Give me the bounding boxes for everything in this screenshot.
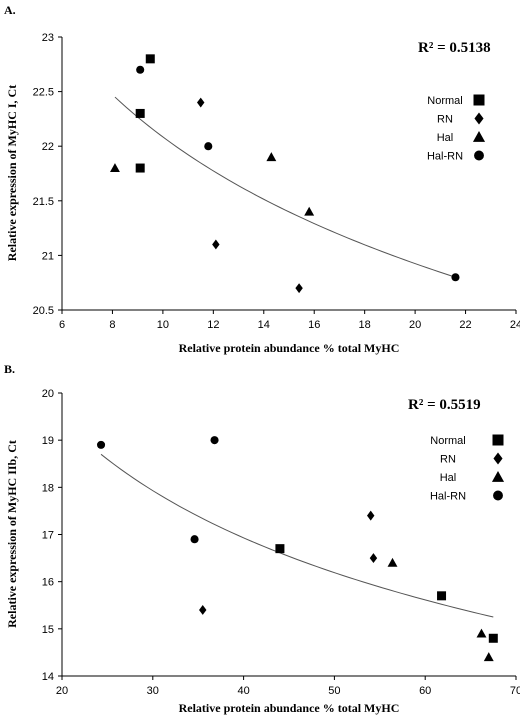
trendline xyxy=(114,96,456,278)
series-normal xyxy=(275,544,498,643)
chart-panel-a: A. 20.5 21 21.5 22 22.5 23 6 8 10 12 14 16 18 20 22 24 Re… xyxy=(4,3,520,355)
x-tick-label: 8 xyxy=(109,319,115,331)
series-hal xyxy=(387,557,494,662)
series-rn xyxy=(197,97,303,294)
legend-label: Hal xyxy=(437,132,454,144)
legend-label: RN xyxy=(437,114,453,126)
x-tick-label: 20 xyxy=(409,319,421,331)
y-tick-label: 20 xyxy=(42,388,54,400)
x-tick-label: 40 xyxy=(237,685,249,697)
x-tick-label: 60 xyxy=(419,685,431,697)
data-point-circle xyxy=(451,273,460,282)
data-point-triangle xyxy=(304,206,315,216)
legend-label: Hal-RN xyxy=(430,491,466,503)
x-tick-label: 50 xyxy=(328,685,340,697)
panel-label: A. xyxy=(4,3,16,17)
legend-label: Hal xyxy=(440,472,457,484)
x-axis-title: Relative protein abundance % total MyHC xyxy=(179,701,400,715)
series-hal-rn xyxy=(136,65,460,282)
series-rn xyxy=(199,510,378,615)
data-point-square xyxy=(275,544,285,554)
y-tick-label: 17 xyxy=(42,530,54,542)
data-point-circle xyxy=(210,436,219,445)
data-point-diamond xyxy=(295,283,303,294)
y-tick-label: 14 xyxy=(42,671,54,683)
data-point-diamond xyxy=(197,97,205,108)
legend-marker-square xyxy=(473,94,485,106)
data-point-square xyxy=(437,591,447,601)
data-point-circle xyxy=(136,65,145,74)
data-point-circle xyxy=(96,440,106,449)
data-point-square xyxy=(135,108,145,118)
y-tick-label: 19 xyxy=(42,435,54,447)
data-point-diamond xyxy=(199,605,207,615)
x-tick-label: 22 xyxy=(459,319,471,331)
x-tick-label: 16 xyxy=(308,319,320,331)
y-tick-label: 21.5 xyxy=(33,196,54,208)
y-tick-label: 22 xyxy=(42,141,54,153)
series-hal xyxy=(110,152,315,216)
series-hal-rn xyxy=(96,436,219,544)
legend-label: Normal xyxy=(427,95,462,107)
legend-label: Hal-RN xyxy=(427,151,463,163)
r-squared-annotation: R² = 0.5138 xyxy=(418,40,491,56)
legend-marker-square xyxy=(492,434,504,446)
data-point-triangle xyxy=(110,163,120,172)
y-tick-label: 22.5 xyxy=(33,87,54,99)
x-tick-label: 6 xyxy=(59,319,65,331)
r-squared-annotation: R² = 0.5519 xyxy=(408,397,481,413)
x-tick-label: 18 xyxy=(359,319,371,331)
legend-marker-triangle xyxy=(472,130,486,142)
x-tick-label: 10 xyxy=(157,319,169,331)
y-tick-label: 21 xyxy=(42,250,54,262)
legend: Normal RN Hal Hal-RN xyxy=(430,434,505,503)
x-tick-label: 24 xyxy=(510,319,520,331)
x-tick-label: 20 xyxy=(56,685,68,697)
x-tick-label: 12 xyxy=(207,319,219,331)
y-tick-label: 15 xyxy=(42,624,54,636)
y-tick-label: 20.5 xyxy=(33,305,54,317)
legend-label: RN xyxy=(440,454,456,466)
y-tick-label: 16 xyxy=(42,577,54,589)
legend-marker-circle xyxy=(474,150,484,161)
chart-panel-b: B. 14 15 16 17 18 19 20 20 30 40 50 60 70 Relative pro… xyxy=(4,362,520,715)
legend-marker-triangle xyxy=(491,470,505,482)
data-point-triangle xyxy=(387,557,398,567)
x-tick-label: 70 xyxy=(510,685,520,697)
data-point-circle xyxy=(190,535,199,544)
data-point-diamond xyxy=(367,510,375,521)
data-point-diamond xyxy=(369,553,378,564)
y-axis-title: Relative expression of MyHC IIb, Ct xyxy=(5,440,19,628)
data-point-triangle xyxy=(476,628,487,638)
y-axis-title: Relative expression of MyHC I, Ct xyxy=(5,85,19,261)
data-point-square xyxy=(488,633,498,643)
panel-label: B. xyxy=(4,362,15,376)
x-axis-title: Relative protein abundance % total MyHC xyxy=(179,341,400,355)
y-tick-label: 23 xyxy=(42,32,54,44)
legend-label: Normal xyxy=(430,435,465,447)
legend-marker-circle xyxy=(493,490,503,501)
legend-marker-diamond xyxy=(493,452,503,465)
data-point-triangle xyxy=(483,652,494,662)
data-point-square xyxy=(145,54,155,64)
x-tick-label: 14 xyxy=(258,319,270,331)
data-point-square xyxy=(135,163,145,173)
x-tick-label: 30 xyxy=(147,685,159,697)
series-normal xyxy=(135,54,155,173)
data-point-triangle xyxy=(266,152,277,162)
data-point-diamond xyxy=(212,239,220,250)
legend: Normal RN Hal Hal-RN xyxy=(427,94,486,163)
trendline xyxy=(100,453,494,618)
data-point-circle xyxy=(204,142,213,151)
y-tick-label: 18 xyxy=(42,482,54,494)
legend-marker-diamond xyxy=(474,112,484,125)
